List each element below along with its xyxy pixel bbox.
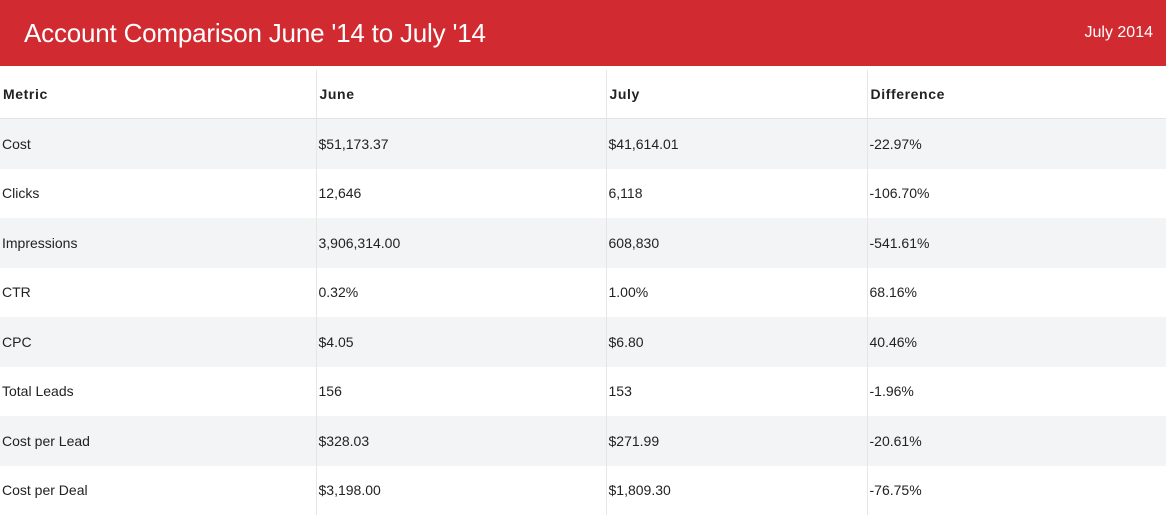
difference-cell: -541.61%: [867, 218, 1166, 268]
difference-cell: -1.96%: [867, 366, 1166, 416]
report-header: Account Comparison June '14 to July '14 …: [0, 0, 1166, 66]
table-row: Cost per Lead $328.03 $271.99 -20.61%: [0, 416, 1166, 466]
difference-cell: 68.16%: [867, 267, 1166, 317]
june-cell: 12,646: [316, 168, 607, 218]
difference-cell: 40.46%: [867, 317, 1166, 367]
difference-cell: -22.97%: [867, 118, 1166, 169]
july-cell: $41,614.01: [606, 118, 868, 169]
metric-cell: Cost per Deal: [0, 465, 317, 515]
metric-cell: Cost: [0, 118, 317, 169]
july-cell: $271.99: [606, 416, 868, 466]
table-row: Total Leads 156 153 -1.96%: [0, 366, 1166, 416]
report-title: Account Comparison June '14 to July '14: [24, 18, 486, 48]
july-cell: $6.80: [606, 317, 868, 367]
july-cell: 6,118: [606, 168, 868, 218]
table-header: Metric June July Difference: [0, 70, 1166, 119]
june-cell: 3,906,314.00: [316, 218, 607, 268]
metric-cell: Impressions: [0, 218, 317, 268]
metric-cell: Clicks: [0, 168, 317, 218]
june-cell: 0.32%: [316, 267, 607, 317]
metric-cell: Cost per Lead: [0, 416, 317, 466]
july-cell: 153: [606, 366, 868, 416]
table-row: Cost $51,173.37 $41,614.01 -22.97%: [0, 118, 1166, 169]
table-row: Impressions 3,906,314.00 608,830 -541.61…: [0, 218, 1166, 268]
table-row: CTR 0.32% 1.00% 68.16%: [0, 267, 1166, 317]
column-header-difference: Difference: [867, 70, 1166, 119]
metric-cell: Total Leads: [0, 366, 317, 416]
july-cell: 1.00%: [606, 267, 868, 317]
june-cell: $3,198.00: [316, 465, 607, 515]
metric-cell: CPC: [0, 317, 317, 367]
column-header-metric: Metric: [0, 70, 317, 119]
metric-cell: CTR: [0, 267, 317, 317]
column-header-july: July: [606, 70, 868, 119]
table-row: CPC $4.05 $6.80 40.46%: [0, 317, 1166, 367]
difference-cell: -76.75%: [867, 465, 1166, 515]
table-body: Cost $51,173.37 $41,614.01 -22.97% Click…: [0, 118, 1166, 515]
difference-cell: -20.61%: [867, 416, 1166, 466]
june-cell: 156: [316, 366, 607, 416]
column-header-june: June: [316, 70, 607, 119]
header-row: Metric June July Difference: [0, 70, 1166, 119]
table-row: Cost per Deal $3,198.00 $1,809.30 -76.75…: [0, 465, 1166, 515]
june-cell: $4.05: [316, 317, 607, 367]
june-cell: $328.03: [316, 416, 607, 466]
report-date: July 2014: [1084, 24, 1154, 41]
comparison-table: Metric June July Difference Cost $51,173…: [0, 70, 1166, 515]
difference-cell: -106.70%: [867, 168, 1166, 218]
table-row: Clicks 12,646 6,118 -106.70%: [0, 168, 1166, 218]
july-cell: 608,830: [606, 218, 868, 268]
june-cell: $51,173.37: [316, 118, 607, 169]
july-cell: $1,809.30: [606, 465, 868, 515]
